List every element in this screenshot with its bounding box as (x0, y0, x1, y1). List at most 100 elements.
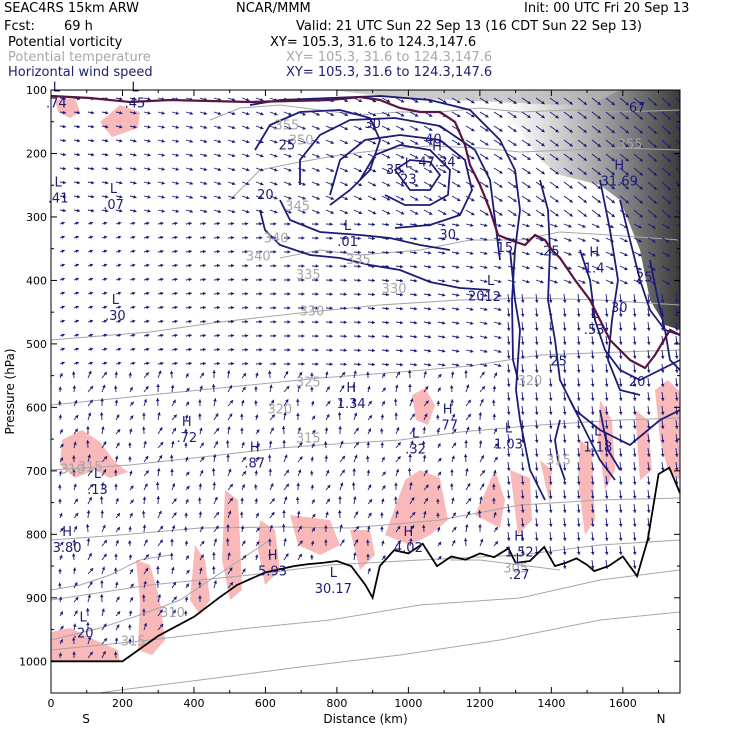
wind-arrow-head (231, 181, 236, 186)
wind-arrow-head (506, 383, 511, 387)
wind-arrow-head (132, 263, 136, 268)
wind-arrow-head (160, 347, 164, 352)
wind-arrow-head (411, 427, 416, 432)
wind-arrow-head (353, 496, 357, 500)
wind-arrow-head (569, 213, 573, 217)
wind-arrow-head (260, 153, 264, 158)
wind-arrow-head (674, 425, 679, 429)
wind-arrow-head (414, 127, 419, 131)
wind-arrow-head (146, 291, 150, 296)
wind-arrow-head (479, 538, 484, 543)
wind-arrow-head (611, 213, 615, 218)
wind-arrow-head (62, 180, 67, 185)
wind-arrow-head (604, 523, 609, 527)
wind-arrow-head (568, 238, 572, 242)
wind-arrow-head (114, 371, 119, 375)
wind-arrow-head (174, 235, 178, 240)
wind-arrow (675, 209, 680, 215)
wind-arrow-head (302, 168, 306, 172)
hl-symbol: H (614, 159, 624, 174)
wind-arrow-head (463, 538, 468, 542)
wind-arrow-head (353, 412, 358, 417)
wind-arrow-head (240, 427, 244, 431)
wind-arrow-head (242, 373, 247, 377)
wind-arrow-head (85, 440, 90, 444)
wind-arrow-head (184, 442, 188, 446)
wind-arrow-head (380, 414, 385, 418)
wind-arrow-head (499, 212, 503, 216)
wind-arrow-head (186, 569, 190, 574)
wind-arrow-head (102, 651, 106, 655)
wind-arrow-head (288, 182, 292, 186)
wind-arrow-head (366, 469, 371, 473)
wind-arrow-head (590, 383, 595, 387)
x-tick-label: 1200 (466, 697, 494, 710)
wind-arrow-head (681, 215, 684, 218)
wind-arrow-head (103, 347, 108, 352)
wind-arrow-head (174, 319, 178, 324)
wind-arrow-head (161, 167, 165, 171)
wind-arrow-head (184, 428, 188, 432)
wind-arrow-head (467, 483, 471, 487)
wind-arrow-head (260, 125, 264, 130)
wind-arrow-head (400, 113, 405, 117)
theta-label: 350 (289, 134, 314, 149)
wind-arrow-head (260, 97, 264, 102)
wind-arrow-head (302, 126, 306, 130)
wind-arrow-head (666, 225, 670, 229)
wind-arrow-head (674, 453, 679, 457)
hl-value: .32 (405, 442, 426, 457)
wind-arrow-head (301, 292, 305, 296)
wind-arrow-head (427, 307, 432, 311)
wind-arrow-head (89, 319, 94, 324)
wind-arrow-head (368, 499, 373, 503)
wind-arrow-head (442, 237, 446, 241)
wind-arrow-head (217, 125, 222, 130)
wind-arrow-head (498, 321, 502, 326)
wind-arrow-head (102, 524, 106, 529)
wind-arrow-head (227, 510, 232, 515)
wind-arrow-head (203, 195, 208, 199)
wind-arrow-head (159, 427, 163, 431)
wind-arrow-head (147, 195, 151, 199)
wind-arrow-head (174, 291, 178, 296)
wind-arrow-head (172, 399, 176, 404)
wind-arrow-head (174, 249, 178, 254)
wind-arrow-head (147, 209, 151, 213)
wind-arrow-head (604, 453, 609, 457)
wind-arrow-head (506, 439, 511, 443)
wind-arrow-head (427, 293, 432, 297)
wind-arrow-head (366, 539, 370, 543)
wind-arrow-head (562, 467, 567, 471)
wind-arrow-head (456, 279, 460, 283)
wind-arrow-head (498, 307, 502, 312)
wind-arrow-head (639, 214, 643, 218)
wind-arrow-head (451, 413, 456, 418)
wind-arrow-head (681, 159, 684, 162)
wind-arrow-head (381, 456, 385, 461)
wind-arrow-head (618, 551, 623, 555)
wind-arrow-head (397, 456, 401, 460)
wind-arrow-head (72, 651, 76, 655)
wind-arrow-head (562, 495, 567, 499)
theta-label: 335 (346, 253, 371, 268)
wind-arrow-head (385, 320, 390, 325)
wind-arrow-head (339, 524, 343, 528)
wind-arrow-head (198, 595, 202, 599)
wind-arrow-head (499, 128, 503, 132)
theta-line (95, 611, 680, 693)
wind-arrow-head (147, 181, 151, 185)
wind-arrow-head (344, 168, 348, 173)
wind-arrow-head (499, 184, 503, 188)
wind-arrow-head (85, 524, 90, 528)
wind-arrow-head (174, 305, 178, 310)
wind-arrow-head (436, 400, 441, 404)
wind-arrow-head (590, 523, 595, 527)
wind-arrow-head (409, 482, 413, 486)
wind-arrow-head (199, 567, 203, 571)
wind-arrow-head (302, 210, 306, 214)
wind-arrow-head (381, 498, 385, 502)
wind-arrow-head (231, 153, 236, 158)
wind-arrow-head (117, 347, 122, 352)
wind-arrow-head (60, 541, 64, 546)
